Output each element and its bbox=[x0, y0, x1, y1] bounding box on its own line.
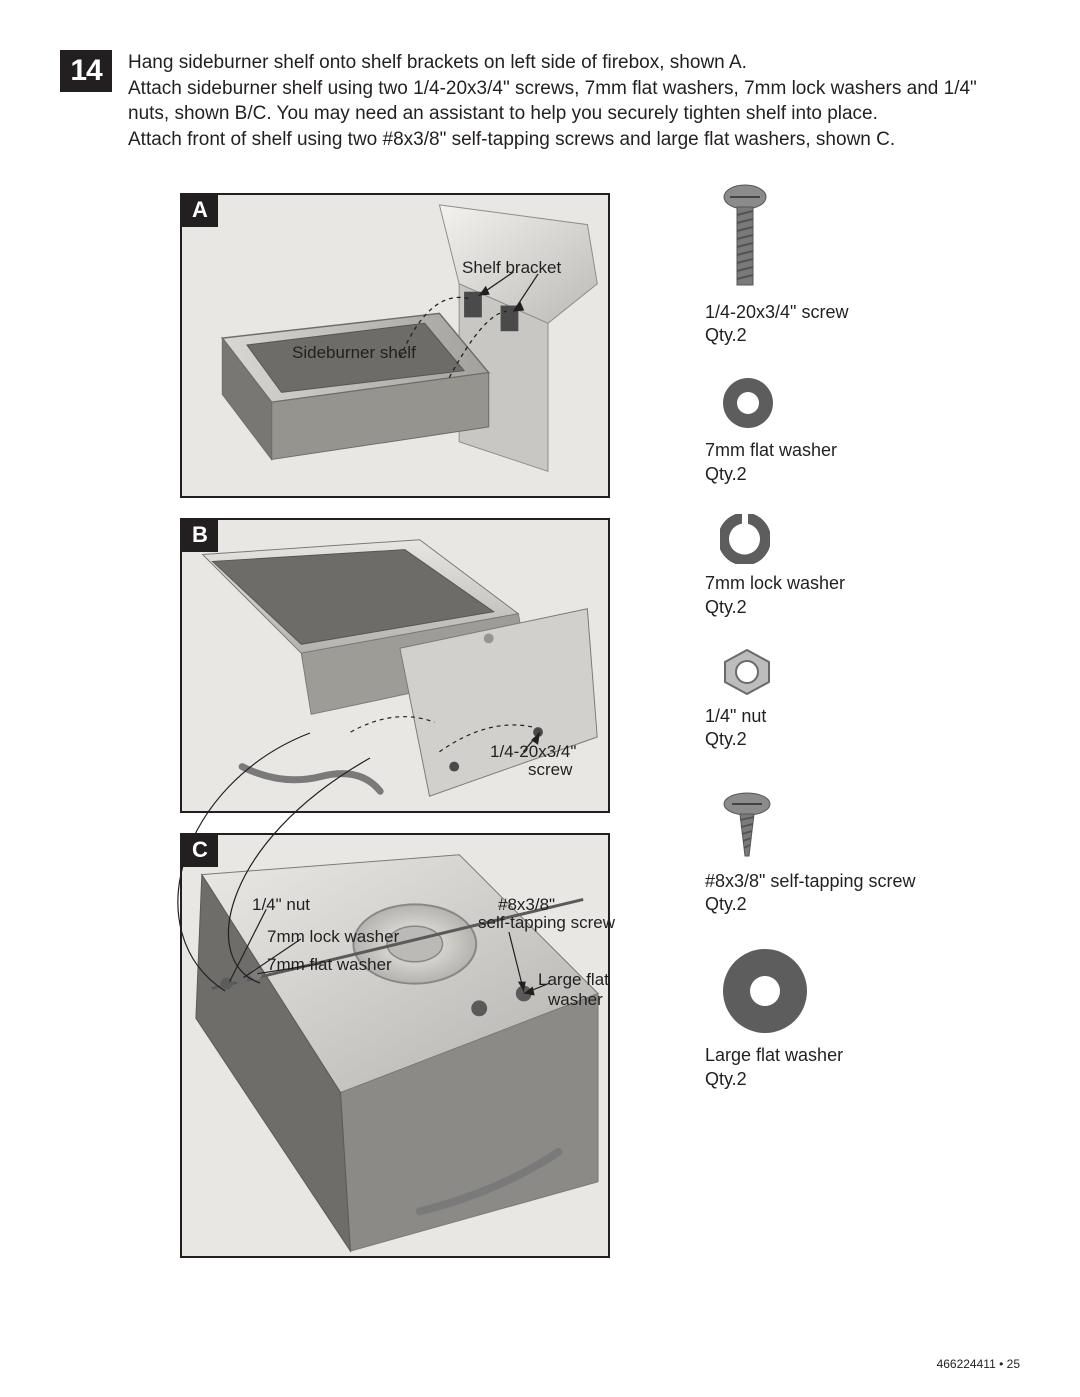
hardware-item: #8x3/8" self-tapping screw Qty.2 bbox=[680, 792, 1000, 917]
callout-label: screw bbox=[528, 760, 572, 780]
hardware-label: 1/4-20x3/4" screw Qty.2 bbox=[705, 301, 1000, 348]
callout-label: self-tapping screw bbox=[478, 913, 615, 933]
callout-label: washer bbox=[548, 990, 603, 1010]
callout-label: 7mm lock washer bbox=[267, 927, 399, 947]
lock-washer-icon bbox=[720, 514, 770, 564]
diagram-letter: A bbox=[182, 195, 218, 227]
nut-icon bbox=[720, 647, 774, 697]
callout-label: 7mm flat washer bbox=[267, 955, 392, 975]
step-instructions: Hang sideburner shelf onto shelf bracket… bbox=[128, 50, 1020, 153]
callout-label: Shelf bracket bbox=[462, 258, 561, 278]
page-number: 25 bbox=[1007, 1357, 1020, 1371]
diagram-a: A bbox=[180, 193, 610, 498]
large-flat-washer-icon bbox=[720, 946, 810, 1036]
screw-icon bbox=[720, 183, 770, 293]
diagram-letter: C bbox=[182, 835, 218, 867]
hardware-item: 7mm lock washer Qty.2 bbox=[680, 514, 1000, 619]
step-header: 14 Hang sideburner shelf onto shelf brac… bbox=[60, 50, 1020, 153]
callout-label: 1/4" nut bbox=[252, 895, 310, 915]
hardware-label: 7mm lock washer Qty.2 bbox=[705, 572, 1000, 619]
hardware-column: 1/4-20x3/4" screw Qty.2 7mm flat washer … bbox=[680, 183, 1000, 1120]
callout-label: Sideburner shelf bbox=[292, 343, 416, 363]
diagram-c: C bbox=[180, 833, 610, 1258]
hardware-label: 1/4" nut Qty.2 bbox=[705, 705, 1000, 752]
instruction-line: Hang sideburner shelf onto shelf bracket… bbox=[128, 50, 1020, 76]
page-footer: 466224411 • 25 bbox=[937, 1357, 1020, 1371]
callout-label: #8x3/8" bbox=[498, 895, 555, 915]
hardware-item: 1/4-20x3/4" screw Qty.2 bbox=[680, 183, 1000, 348]
self-tapping-screw-icon bbox=[720, 792, 774, 862]
instruction-line: Attach front of shelf using two #8x3/8" … bbox=[128, 127, 1020, 153]
callout-label: Large flat bbox=[538, 970, 609, 990]
hardware-item: Large flat washer Qty.2 bbox=[680, 946, 1000, 1091]
document-number: 466224411 bbox=[937, 1357, 996, 1371]
callout-label: 1/4-20x3/4" bbox=[490, 742, 576, 762]
main-content: A bbox=[60, 193, 1020, 1283]
hardware-item: 1/4" nut Qty.2 bbox=[680, 647, 1000, 752]
hardware-item: 7mm flat washer Qty.2 bbox=[680, 375, 1000, 486]
instruction-line: Attach sideburner shelf using two 1/4-20… bbox=[128, 76, 1020, 127]
diagram-column: A bbox=[180, 193, 610, 1278]
diagram-letter: B bbox=[182, 520, 218, 552]
diagram-b: B bbox=[180, 518, 610, 813]
step-number-badge: 14 bbox=[60, 50, 112, 92]
hardware-label: #8x3/8" self-tapping screw Qty.2 bbox=[705, 870, 1000, 917]
hardware-label: 7mm flat washer Qty.2 bbox=[705, 439, 1000, 486]
flat-washer-icon bbox=[720, 375, 776, 431]
hardware-label: Large flat washer Qty.2 bbox=[705, 1044, 1000, 1091]
